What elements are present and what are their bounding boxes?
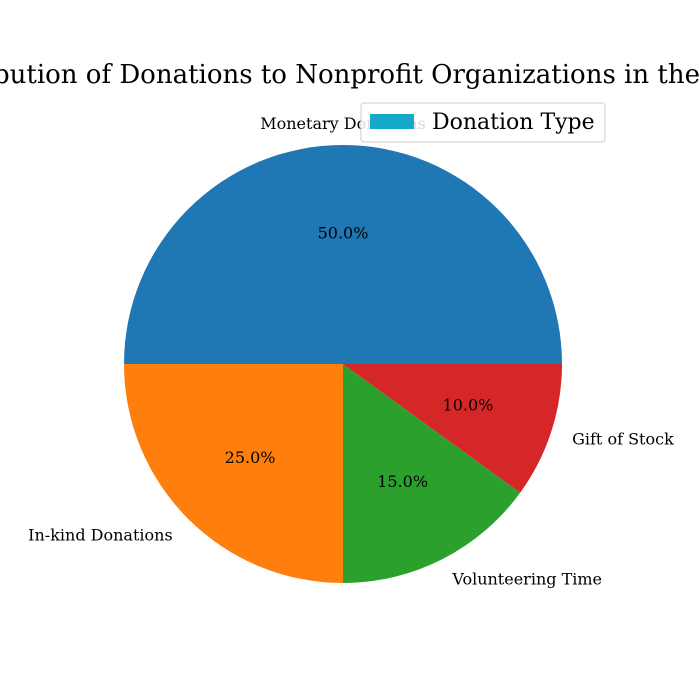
- chart-title: Distribution of Donations to Nonprofit O…: [0, 60, 700, 90]
- legend-swatch: [370, 114, 414, 129]
- pie-category-label-gift-of-stock: Gift of Stock: [572, 429, 674, 448]
- pie-percent-label-monetary-donations: 50.0%: [318, 224, 369, 243]
- pie-percent-label-in-kind-donations: 25.0%: [225, 448, 276, 467]
- pie-slice-in-kind-donations: [124, 364, 343, 583]
- pie-slice-gift-of-stock: [343, 364, 562, 493]
- legend-title: Donation Type: [432, 110, 595, 135]
- pie-slices: [124, 145, 562, 583]
- pie-slice-monetary-donations: [124, 145, 562, 364]
- pie-slice-volunteering-time: [343, 364, 521, 583]
- pie-percent-label-gift-of-stock: 10.0%: [443, 396, 494, 415]
- legend: Donation Type: [360, 102, 606, 143]
- pie-category-label-volunteering-time: Volunteering Time: [451, 570, 602, 589]
- legend-frame: [360, 102, 606, 143]
- pie-category-label-in-kind-donations: In-kind Donations: [28, 525, 172, 544]
- pie-percent-label-volunteering-time: 15.0%: [377, 472, 428, 491]
